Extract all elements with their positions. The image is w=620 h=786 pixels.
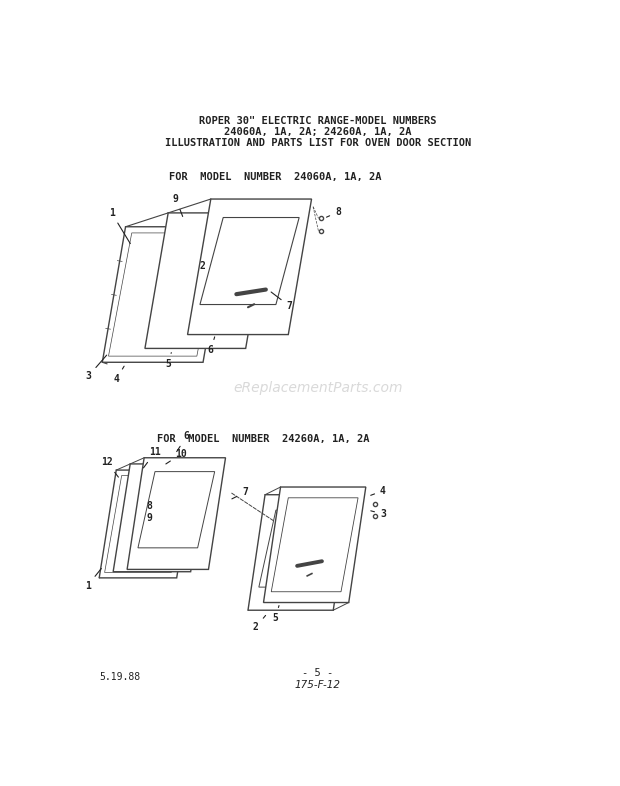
Text: 6: 6: [177, 432, 190, 452]
Text: 11: 11: [143, 447, 161, 468]
Text: 2: 2: [253, 615, 265, 632]
Polygon shape: [113, 464, 208, 571]
Text: 7: 7: [232, 487, 248, 499]
Text: 3: 3: [86, 355, 107, 381]
Text: 5: 5: [272, 605, 279, 623]
Polygon shape: [138, 472, 215, 548]
Text: 5: 5: [166, 353, 171, 369]
Text: ILLUSTRATION AND PARTS LIST FOR OVEN DOOR SECTION: ILLUSTRATION AND PARTS LIST FOR OVEN DOO…: [165, 138, 471, 148]
Text: 9: 9: [146, 513, 152, 523]
Text: 10: 10: [166, 449, 187, 464]
Text: - 5 -: - 5 -: [302, 668, 334, 678]
Text: 2: 2: [200, 261, 205, 271]
Text: 7: 7: [271, 292, 292, 310]
Text: 3: 3: [371, 509, 386, 519]
Text: 12: 12: [101, 457, 118, 477]
Polygon shape: [145, 213, 269, 348]
Text: 1: 1: [85, 568, 101, 590]
Polygon shape: [248, 494, 350, 610]
Text: 8: 8: [327, 208, 341, 217]
Text: 6: 6: [208, 337, 215, 355]
Polygon shape: [102, 226, 226, 362]
Text: 24060A, 1A, 2A; 24260A, 1A, 2A: 24060A, 1A, 2A; 24260A, 1A, 2A: [224, 127, 412, 137]
Text: eReplacementParts.com: eReplacementParts.com: [233, 381, 402, 395]
Polygon shape: [99, 470, 193, 578]
Text: 4: 4: [113, 366, 124, 384]
Text: 1: 1: [108, 208, 130, 244]
Text: 9: 9: [173, 194, 183, 216]
Text: ROPER 30" ELECTRIC RANGE-MODEL NUMBERS: ROPER 30" ELECTRIC RANGE-MODEL NUMBERS: [199, 116, 436, 127]
Text: 8: 8: [146, 501, 152, 511]
Text: FOR  MODEL  NUMBER  24060A, 1A, 2A: FOR MODEL NUMBER 24060A, 1A, 2A: [169, 172, 381, 182]
Text: 4: 4: [371, 486, 386, 496]
Polygon shape: [259, 510, 340, 587]
Text: 5.19.88: 5.19.88: [99, 672, 140, 682]
Polygon shape: [127, 457, 226, 569]
Text: 175-F-12: 175-F-12: [294, 680, 341, 690]
Text: FOR  MODEL  NUMBER  24260A, 1A, 2A: FOR MODEL NUMBER 24260A, 1A, 2A: [157, 435, 370, 444]
Polygon shape: [264, 487, 366, 603]
Polygon shape: [272, 498, 358, 592]
Polygon shape: [200, 218, 299, 304]
Polygon shape: [187, 199, 312, 335]
